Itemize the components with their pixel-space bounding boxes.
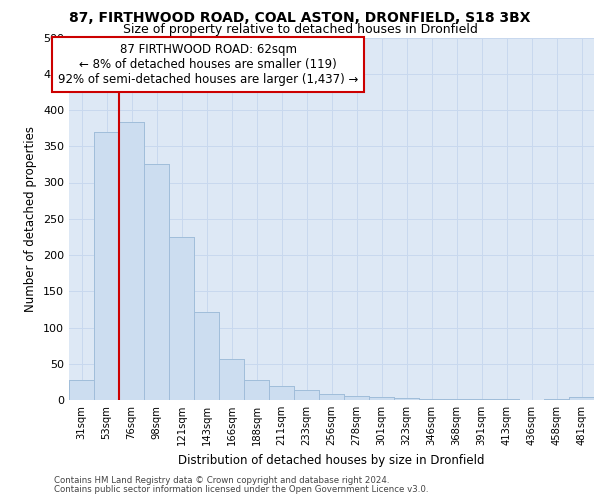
Bar	[119, 122, 144, 400]
X-axis label: Distribution of detached houses by size in Dronfield: Distribution of detached houses by size …	[178, 454, 485, 466]
Bar	[194, 312, 219, 400]
Text: 87 FIRTHWOOD ROAD: 62sqm
← 8% of detached houses are smaller (119)
92% of semi-d: 87 FIRTHWOOD ROAD: 62sqm ← 8% of detache…	[58, 43, 358, 86]
Bar	[419, 398, 444, 400]
Text: Contains public sector information licensed under the Open Government Licence v3: Contains public sector information licen…	[54, 485, 428, 494]
Bar	[169, 237, 194, 400]
Bar	[269, 386, 294, 400]
Bar	[244, 380, 269, 400]
Bar	[369, 397, 394, 400]
Bar	[94, 132, 119, 400]
Bar	[319, 394, 344, 400]
Bar	[219, 358, 244, 400]
Bar	[369, 397, 394, 400]
Bar	[569, 397, 594, 400]
Text: 87, FIRTHWOOD ROAD, COAL ASTON, DRONFIELD, S18 3BX: 87, FIRTHWOOD ROAD, COAL ASTON, DRONFIEL…	[69, 11, 531, 25]
Bar	[144, 164, 169, 400]
Bar	[344, 396, 369, 400]
Bar	[419, 398, 444, 400]
Bar	[294, 390, 319, 400]
Bar	[294, 390, 319, 400]
Bar	[219, 358, 244, 400]
Bar	[344, 396, 369, 400]
Bar	[69, 380, 94, 400]
Text: Contains HM Land Registry data © Crown copyright and database right 2024.: Contains HM Land Registry data © Crown c…	[54, 476, 389, 485]
Bar	[319, 394, 344, 400]
Bar	[194, 312, 219, 400]
Bar	[94, 132, 119, 400]
Bar	[569, 397, 594, 400]
Bar	[169, 237, 194, 400]
Bar	[394, 398, 419, 400]
Text: Size of property relative to detached houses in Dronfield: Size of property relative to detached ho…	[122, 22, 478, 36]
Y-axis label: Number of detached properties: Number of detached properties	[25, 126, 37, 312]
Bar	[144, 164, 169, 400]
Bar	[69, 380, 94, 400]
Bar	[119, 122, 144, 400]
Bar	[394, 398, 419, 400]
Bar	[269, 386, 294, 400]
Bar	[244, 380, 269, 400]
